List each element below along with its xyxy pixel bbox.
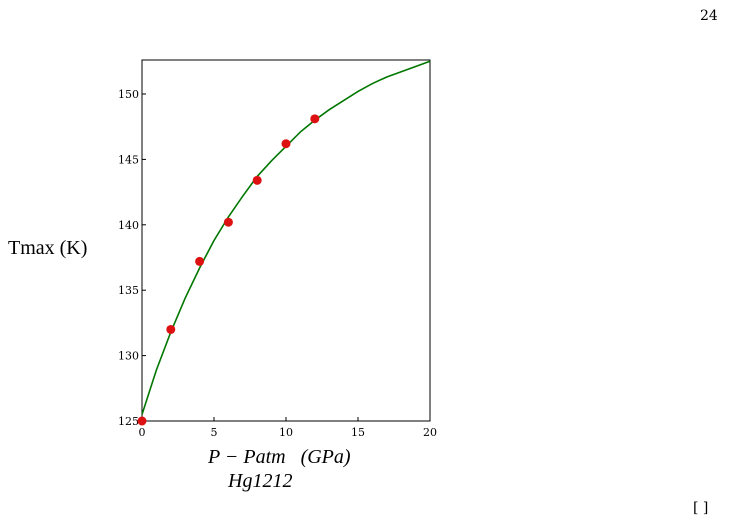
- y-tick-label: 125: [118, 415, 139, 428]
- x-tick-label: 15: [351, 426, 365, 439]
- data-point: [223, 217, 233, 227]
- page-number: 24: [700, 8, 718, 24]
- x-tick-label: 10: [279, 426, 293, 439]
- data-point: [252, 175, 262, 185]
- data-point: [195, 256, 205, 266]
- x-tick-label: 0: [139, 426, 146, 439]
- fit-curve: [141, 60, 431, 415]
- plot-frame: [141, 59, 431, 422]
- data-point: [137, 416, 147, 426]
- reference-bracket: [ ]: [693, 500, 709, 516]
- y-tick-label: 145: [118, 153, 139, 166]
- y-axis-ticks: 125 130 135 140 145 150: [118, 88, 146, 428]
- x-axis-label: P − Patm (GPa): [207, 446, 351, 468]
- x-tick-label: 5: [211, 426, 218, 439]
- y-tick-label: 135: [118, 284, 139, 297]
- data-point: [281, 139, 291, 149]
- y-tick-label: 140: [118, 219, 139, 232]
- data-points: [137, 114, 320, 426]
- y-axis-label: Tmax (K): [8, 237, 87, 259]
- chart-caption: Hg1212: [227, 470, 292, 492]
- data-point: [166, 324, 176, 334]
- y-tick-label: 150: [118, 88, 139, 101]
- data-point: [310, 114, 320, 124]
- y-tick-label: 130: [118, 350, 139, 363]
- x-axis-ticks: 0 5 10 15 20: [139, 417, 437, 439]
- x-tick-label: 20: [423, 426, 437, 439]
